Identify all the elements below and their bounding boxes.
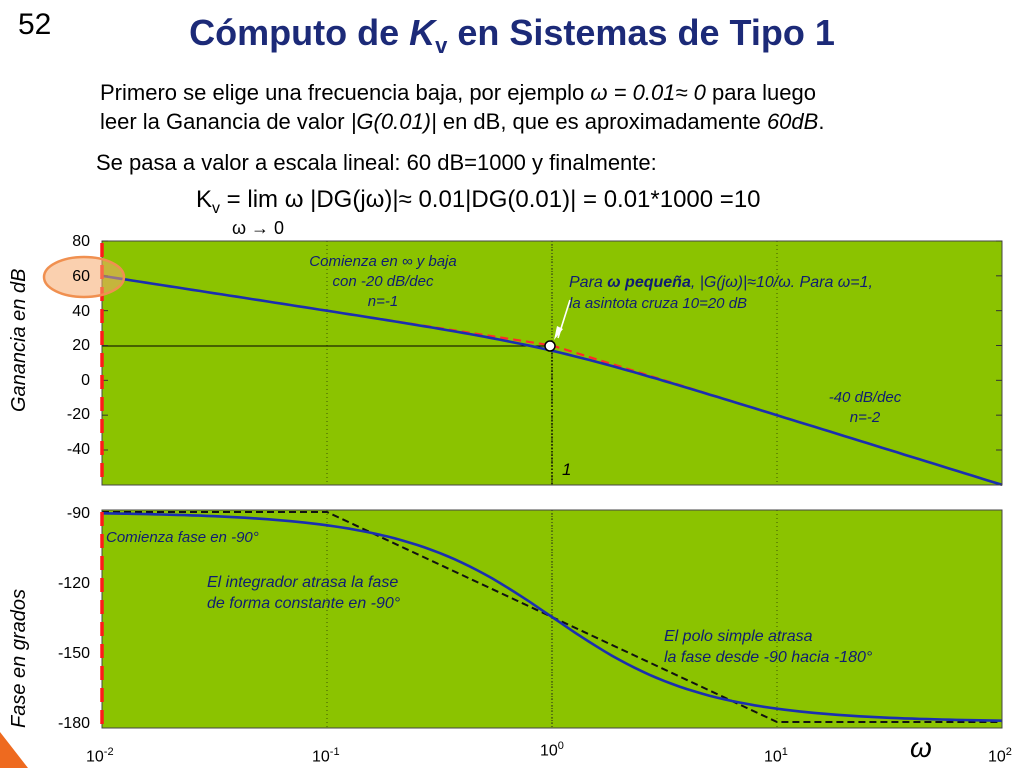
annotation-phase-start: Comienza fase en -90° xyxy=(106,529,259,546)
intro-line1-math: ω = 0.01≈ 0 xyxy=(590,80,706,105)
magnitude-axis-label: Ganancia en dB xyxy=(8,268,30,412)
frequency-tick: 10-1 xyxy=(312,746,340,766)
intro-line2-pre: leer la Ganancia de valor xyxy=(100,109,351,134)
title-suffix: en Sistemas de Tipo 1 xyxy=(447,12,835,53)
intro-line1-post: para luego xyxy=(705,80,816,105)
phase-tick: -180 xyxy=(57,715,90,732)
annotation-line: Para ω pequeña, |G(jω)|≈10/ω. Para ω=1, xyxy=(569,272,873,293)
annotation-high-slope: -40 dB/dec n=-2 xyxy=(800,388,930,428)
annotation-line: con -20 dB/dec xyxy=(332,273,434,290)
annotation-integrator: El integrador atrasa la fase de forma co… xyxy=(207,572,400,614)
frequency-tick: 100 xyxy=(540,740,564,760)
frequency-tick-base: 10 xyxy=(988,748,1006,766)
slide-number: 52 xyxy=(18,8,52,41)
frequency-tick: 10-2 xyxy=(86,746,114,766)
magnitude-tick: 60 xyxy=(72,268,90,285)
magnitude-tick: -40 xyxy=(66,441,90,458)
intro-line2-mid: en dB, que es aproximadamente xyxy=(436,109,767,134)
frequency-tick-exponent: -1 xyxy=(329,746,340,758)
magnitude-tick: 40 xyxy=(72,303,90,320)
frequency-tick-base: 10 xyxy=(764,748,782,766)
annotation-line: -40 dB/dec xyxy=(828,389,902,406)
annotation-low-frequency: Para ω pequeña, |G(jω)|≈10/ω. Para ω=1, … xyxy=(569,272,873,314)
phase-curve xyxy=(101,512,1003,722)
phase-tick: -90 xyxy=(66,505,90,522)
magnitude-tick: 0 xyxy=(81,372,90,389)
annotation-line: la fase desde -90 hacia -180° xyxy=(664,649,873,666)
annotation-line: n=-1 xyxy=(367,293,399,310)
annotation-line: la asintota cruza 10=20 dB xyxy=(569,295,748,312)
frequency-tick-base: 10 xyxy=(86,748,104,766)
frequency-tick-exponent: 0 xyxy=(557,740,564,752)
phase-frame xyxy=(101,509,1003,729)
annotation-pointer-head xyxy=(554,326,563,340)
phase-tick: -120 xyxy=(57,575,90,592)
frequency-tick-exponent: 2 xyxy=(1005,746,1012,758)
magnitude-tick: 20 xyxy=(72,337,90,354)
frequency-tick-exponent: -2 xyxy=(103,746,114,758)
intro-line2-math: |G(0.01)| xyxy=(350,109,437,134)
intro-line2-value: 60dB xyxy=(766,109,819,134)
frequency-tick-base: 10 xyxy=(312,748,330,766)
corner-frequency-label: 1 xyxy=(562,460,572,479)
corner-marker xyxy=(544,340,556,352)
phase-tick: -150 xyxy=(57,645,90,662)
annotation-pole: El polo simple atrasa la fase desde -90 … xyxy=(664,626,872,668)
title-subscript: v xyxy=(435,33,448,58)
frequency-tick-base: 10 xyxy=(540,742,558,760)
highlight-60db xyxy=(42,255,126,299)
annotation-text: Para xyxy=(569,274,608,291)
magnitude-tick: 80 xyxy=(72,233,90,250)
annotation-text: , |G(jω)|≈10/ω. Para ω=1, xyxy=(690,274,873,291)
annotation-line: Comienza en ∞ y baja xyxy=(309,253,457,270)
annotation-line: n=-2 xyxy=(849,409,881,426)
kv-formula: Kv = lim ω |DG(jω)|≈ 0.01|DG(0.01)| = 0.… xyxy=(196,186,761,218)
frequency-tick: 102 xyxy=(988,746,1012,766)
frequency-axis-label: ω xyxy=(910,732,932,763)
frequency-tick: 101 xyxy=(764,746,788,766)
annotation-line: El polo simple atrasa xyxy=(664,628,813,645)
conversion-text: Se pasa a valor a escala lineal: 60 dB=1… xyxy=(96,150,657,175)
title-prefix: Cómputo de xyxy=(189,12,410,53)
intro-line1-pre: Primero se elige una frecuencia baja, po… xyxy=(100,80,591,105)
annotation-line: de forma constante en -90° xyxy=(207,595,401,612)
annotation-bold-text: ω pequeña xyxy=(607,274,691,291)
intro-paragraph: Primero se elige una frecuencia baja, po… xyxy=(100,78,980,136)
slide-title: Cómputo de Kv en Sistemas de Tipo 1 xyxy=(0,12,1024,59)
title-symbol: K xyxy=(409,12,436,53)
corner-decoration xyxy=(0,732,28,768)
magnitude-tick: -20 xyxy=(66,406,90,423)
annotation-start-slope: Comienza en ∞ y baja con -20 dB/dec n=-1 xyxy=(270,252,496,312)
formula-body: = lim ω |DG(jω)|≈ 0.01|DG(0.01)| = 0.01*… xyxy=(220,186,761,213)
frequency-tick-exponent: 1 xyxy=(781,746,788,758)
intro-line2-end: . xyxy=(818,109,825,134)
formula-limit: ω → 0 xyxy=(232,218,285,238)
formula-k-subscript: v xyxy=(212,200,221,217)
magnitude-grid xyxy=(326,241,778,485)
formula-k: K xyxy=(196,186,213,213)
phase-axis-label: Fase en grados xyxy=(8,589,30,728)
annotation-line: El integrador atrasa la fase xyxy=(207,574,399,591)
